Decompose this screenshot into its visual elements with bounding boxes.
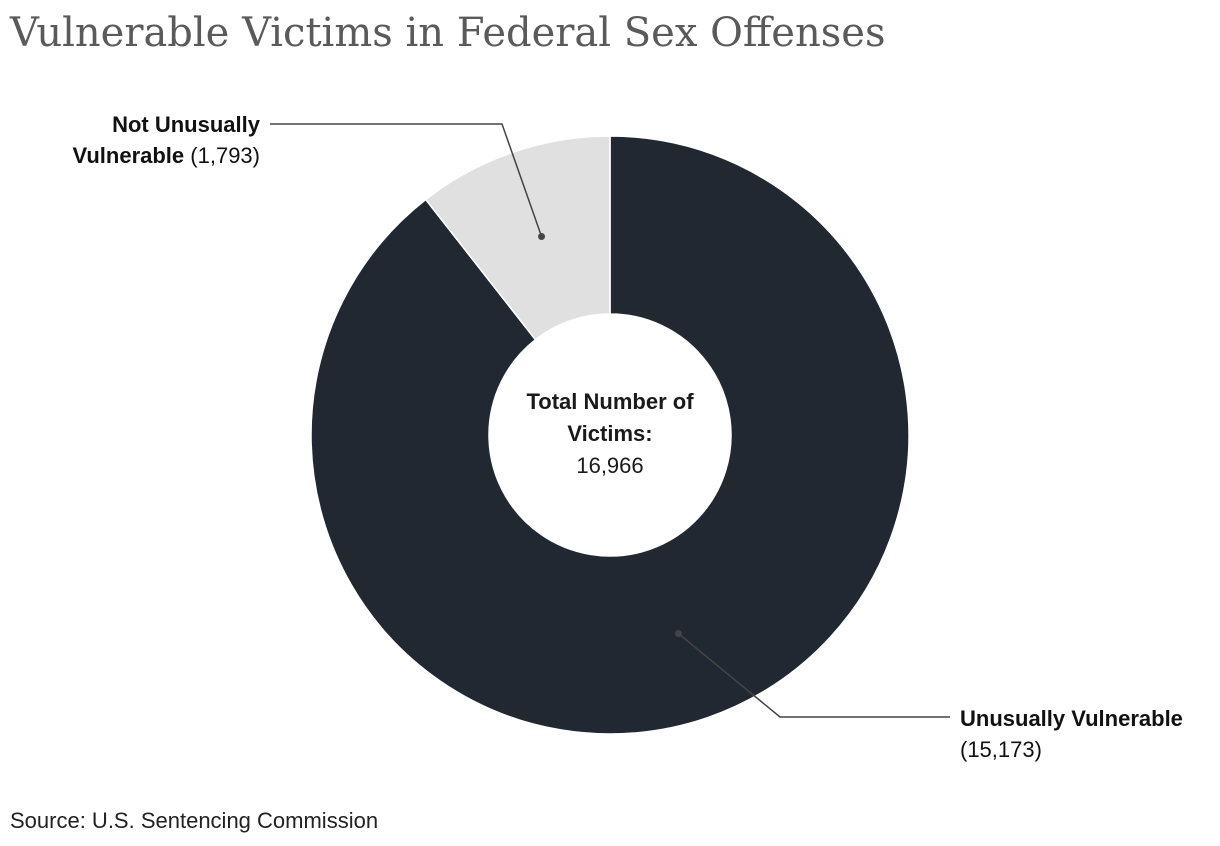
leader-dot xyxy=(538,232,546,240)
source-note: Source: U.S. Sentencing Commission xyxy=(10,808,379,833)
chart-title: Vulnerable Victims in Federal Sex Offens… xyxy=(10,10,886,56)
value-label: (1,793) xyxy=(190,143,260,168)
leader-line xyxy=(677,632,950,718)
category-label: Unusually Vulnerable xyxy=(960,706,1183,731)
leader-dot xyxy=(674,630,682,638)
slice xyxy=(310,135,910,735)
center-label: Total Number of Victims: 16,966 xyxy=(490,386,730,482)
slice xyxy=(424,135,611,341)
slice-label: Unusually Vulnerable (15,173) xyxy=(960,703,1220,765)
leader-line xyxy=(270,123,543,237)
category-label: Not Unusually Vulnerable xyxy=(72,112,260,168)
slice-label: Not Unusually Vulnerable (1,793) xyxy=(40,109,260,171)
center-total: 16,966 xyxy=(576,453,644,478)
center-title: Total Number of Victims: xyxy=(526,389,694,446)
value-label: (15,173) xyxy=(960,737,1042,762)
